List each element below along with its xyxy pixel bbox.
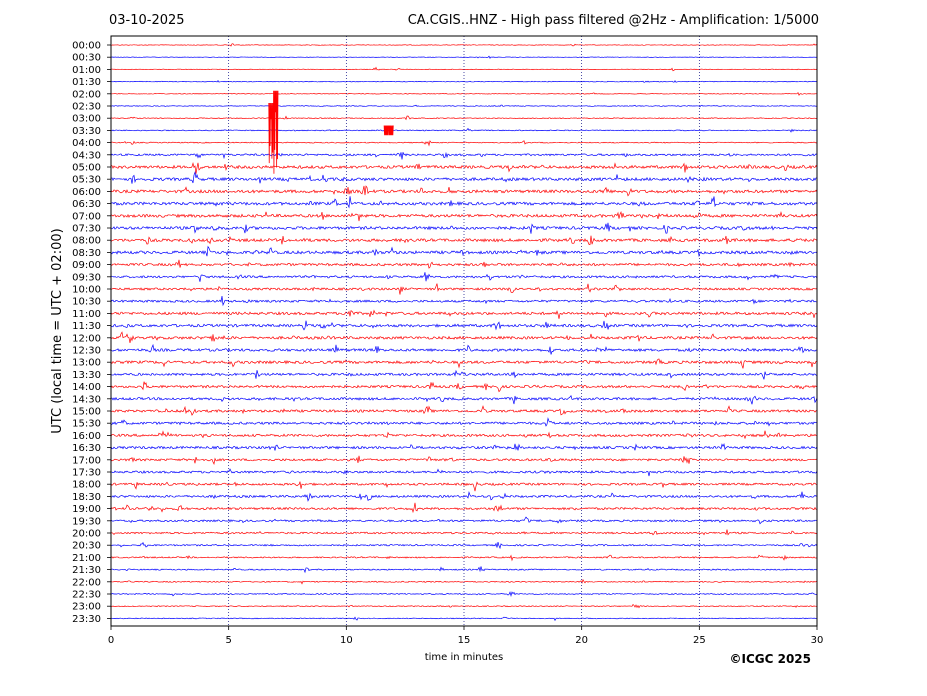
- row-label: 00:00: [72, 41, 101, 52]
- event-spike-2: [273, 90, 279, 174]
- row-label: 01:00: [72, 65, 101, 76]
- row-label: 15:30: [72, 419, 101, 430]
- row-label: 05:30: [72, 175, 101, 186]
- row-label: 14:30: [72, 394, 101, 405]
- row-label: 20:30: [72, 541, 101, 552]
- row-label: 11:30: [72, 321, 101, 332]
- trace-row-0500: [110, 161, 818, 174]
- row-label: 21:00: [72, 553, 101, 564]
- row-label: 22:30: [72, 590, 101, 601]
- row-label: 20:00: [72, 529, 101, 540]
- row-label: 02:00: [72, 89, 101, 100]
- x-tick-label: 0: [108, 635, 114, 646]
- x-tick-group: 0 5 10 15 20 25 30: [108, 626, 824, 646]
- trace-row-1130: [110, 320, 818, 331]
- trace-row-1300: [110, 358, 818, 369]
- x-tick-label: 20: [575, 635, 588, 646]
- row-label: 11:00: [72, 309, 101, 320]
- event-spike-4: [388, 125, 394, 136]
- row-label: 19:30: [72, 516, 101, 527]
- row-label: 06:30: [72, 199, 101, 210]
- trace-row-1830: [110, 490, 818, 502]
- row-label: 03:30: [72, 126, 101, 137]
- row-label: 10:30: [72, 297, 101, 308]
- row-label: 08:00: [72, 236, 101, 247]
- row-label: 09:30: [72, 272, 101, 283]
- trace-row-1500: [110, 405, 818, 416]
- row-label: 07:00: [72, 211, 101, 222]
- row-label: 22:00: [72, 577, 101, 588]
- row-label: 21:30: [72, 565, 101, 576]
- trace-row-1230: [110, 343, 818, 355]
- x-tick-label: 15: [458, 635, 471, 646]
- trace-row-2230: [110, 591, 818, 598]
- row-label: 16:30: [72, 443, 101, 454]
- row-label: 17:30: [72, 468, 101, 479]
- trace-row-2200: [110, 578, 818, 585]
- trace-row-0430: [110, 151, 818, 160]
- row-label: 02:30: [72, 102, 101, 113]
- x-tick-label: 30: [811, 635, 824, 646]
- trace-row-2000: [110, 529, 818, 536]
- row-label: 13:30: [72, 370, 101, 381]
- copyright-label: ©ICGC 2025: [729, 652, 811, 666]
- event-spike-3: [383, 125, 389, 136]
- trace-row-2130: [110, 566, 818, 574]
- chart-title: CA.CGIS..HNZ - High pass filtered @2Hz -…: [408, 13, 819, 28]
- trace-group: [110, 43, 818, 622]
- trace-row-1100: [110, 309, 818, 319]
- trace-row-1600: [110, 430, 818, 440]
- row-label: 14:00: [72, 382, 101, 393]
- x-axis-label: time in minutes: [425, 652, 504, 663]
- y-axis-label: UTC (local time = UTC + 02:00): [50, 228, 65, 433]
- chart-date: 03-10-2025: [109, 13, 185, 28]
- trace-row-1330: [110, 369, 818, 380]
- row-label: 18:00: [72, 480, 101, 491]
- x-tick-label: 25: [693, 635, 706, 646]
- row-label: 15:00: [72, 407, 101, 418]
- event-spike-1: [268, 102, 274, 164]
- row-label: 23:30: [72, 614, 101, 625]
- row-label: 06:00: [72, 187, 101, 198]
- row-label: 23:00: [72, 602, 101, 613]
- row-label: 17:00: [72, 455, 101, 466]
- trace-row-0330: [110, 127, 818, 133]
- gridline-group: [228, 36, 700, 626]
- trace-row-0600: [110, 185, 818, 197]
- row-label: 04:00: [72, 138, 101, 149]
- row-label: 00:30: [72, 53, 101, 64]
- row-label: 12:30: [72, 346, 101, 357]
- plot-frame: [110, 35, 818, 627]
- row-label: 16:00: [72, 431, 101, 442]
- trace-row-2100: [110, 554, 818, 562]
- row-label: 19:00: [72, 504, 101, 515]
- trace-row-0830: [110, 245, 818, 258]
- trace-row-0400: [110, 140, 818, 147]
- trace-row-0300: [110, 115, 818, 121]
- row-label: 12:00: [72, 333, 101, 344]
- row-label: 09:00: [72, 260, 101, 271]
- row-label: 04:30: [72, 150, 101, 161]
- trace-row-1530: [110, 417, 818, 427]
- row-label: 13:00: [72, 358, 101, 369]
- x-tick-label: 5: [225, 635, 231, 646]
- row-label: 03:00: [72, 114, 101, 125]
- row-label: 05:00: [72, 163, 101, 174]
- row-label: 01:30: [72, 77, 101, 88]
- trace-row-1930: [110, 516, 818, 525]
- trace-row-2030: [110, 541, 818, 550]
- trace-row-1900: [110, 502, 818, 514]
- row-label: 08:30: [72, 248, 101, 259]
- row-label: 07:30: [72, 224, 101, 235]
- row-label: 10:00: [72, 285, 101, 296]
- row-label: 18:30: [72, 492, 101, 503]
- x-tick-label: 10: [340, 635, 353, 646]
